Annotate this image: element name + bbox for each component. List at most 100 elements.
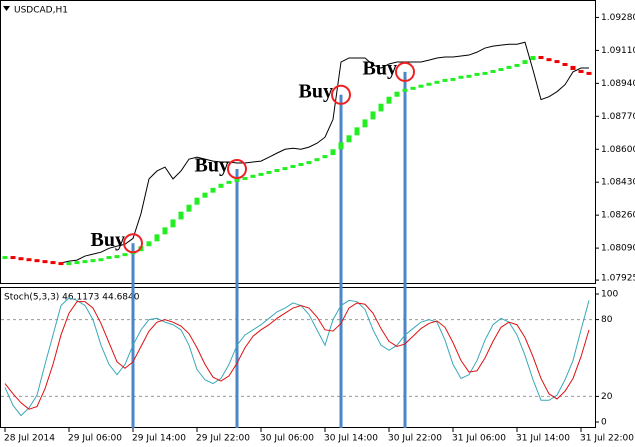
x-tick-label: 30 Jul 06:00 xyxy=(260,434,314,444)
x-tick-label: 29 Jul 14:00 xyxy=(132,434,186,444)
signal-label: Buy xyxy=(363,58,397,80)
stoch-line xyxy=(4,297,590,417)
candle xyxy=(466,74,472,78)
candle xyxy=(474,72,480,76)
candle xyxy=(402,88,408,92)
candle xyxy=(378,103,384,112)
candle xyxy=(226,180,232,184)
candle xyxy=(514,63,520,67)
candle xyxy=(282,167,288,171)
candle xyxy=(482,71,488,75)
candle xyxy=(258,172,264,176)
candle xyxy=(18,257,24,261)
candle xyxy=(450,77,456,81)
y-tick-label: 1.08430 xyxy=(601,178,635,188)
x-tick-label: 31 Jul 06:00 xyxy=(452,434,506,444)
signal-label: Buy xyxy=(195,155,229,177)
candle xyxy=(442,78,448,82)
envelope-line xyxy=(60,41,589,264)
candle xyxy=(10,256,16,260)
candle xyxy=(178,211,184,220)
candle xyxy=(330,149,336,156)
y-tick-label: 1.08090 xyxy=(601,244,635,254)
menu-arrow xyxy=(3,6,10,11)
y-tick-label: 1.07925 xyxy=(601,274,635,284)
candle xyxy=(562,62,568,66)
candle xyxy=(490,69,496,73)
candle xyxy=(66,262,72,266)
y-tick-label: 20 xyxy=(601,392,613,402)
candle xyxy=(146,241,152,247)
candle xyxy=(170,219,176,228)
candle xyxy=(106,256,112,260)
candle xyxy=(154,234,160,242)
candle xyxy=(250,174,256,178)
candle xyxy=(570,65,576,70)
candle xyxy=(98,258,104,262)
candle xyxy=(26,258,32,262)
x-tick-label: 30 Jul 22:00 xyxy=(388,434,442,444)
candle xyxy=(34,259,40,263)
candle xyxy=(354,127,360,136)
candle xyxy=(546,58,552,62)
x-tick-label: 31 Jul 14:00 xyxy=(516,434,570,444)
candle xyxy=(498,68,504,72)
candle xyxy=(522,60,528,64)
signal-circle xyxy=(331,84,351,105)
y-tick-label: 1.08260 xyxy=(601,211,635,221)
candle xyxy=(290,164,296,168)
candle xyxy=(306,161,312,165)
signal-circle xyxy=(227,159,247,180)
candle xyxy=(194,197,200,205)
y-tick-label: 1.09280 xyxy=(601,13,635,23)
candle xyxy=(266,170,272,174)
candle xyxy=(210,187,216,193)
candle xyxy=(114,255,120,259)
candle xyxy=(538,56,544,60)
candle xyxy=(274,169,280,173)
candle xyxy=(554,60,560,64)
candle xyxy=(90,259,96,263)
candle xyxy=(418,84,424,88)
candle xyxy=(338,142,344,150)
x-tick-label: 29 Jul 06:00 xyxy=(68,434,122,444)
candle xyxy=(122,253,128,257)
x-tick-label: 29 Jul 22:00 xyxy=(196,434,250,444)
candle xyxy=(82,260,88,264)
candle xyxy=(162,227,168,235)
candle xyxy=(386,96,392,104)
candle xyxy=(394,91,400,97)
y-tick-label: 0 xyxy=(601,418,607,428)
signal-label: Buy xyxy=(299,80,333,102)
stoch-title: Stoch(5,3,3) 46.1173 44.6840 xyxy=(4,293,140,303)
x-tick-label: 28 Jul 2014 xyxy=(4,434,55,444)
candle xyxy=(42,260,48,264)
x-tick-label: 30 Jul 14:00 xyxy=(324,434,378,444)
candle xyxy=(578,69,584,73)
x-tick-label: 31 Jul 22:00 xyxy=(580,434,634,444)
candle xyxy=(298,163,304,167)
candle xyxy=(2,256,8,260)
y-tick-label: 1.08770 xyxy=(601,112,635,122)
candle xyxy=(434,80,440,84)
candle xyxy=(58,262,64,266)
candle xyxy=(362,119,368,128)
signal-label: Buy xyxy=(91,229,125,251)
chart-title: USDCAD,H1 xyxy=(14,6,68,16)
candle xyxy=(50,261,56,265)
y-tick-label: 1.08600 xyxy=(601,145,635,155)
candle xyxy=(322,155,328,159)
candle xyxy=(506,65,512,69)
candle xyxy=(186,204,192,212)
candle xyxy=(586,71,592,75)
candle xyxy=(370,111,376,120)
candle xyxy=(530,56,536,61)
candle xyxy=(410,86,416,90)
candle xyxy=(242,176,248,180)
y-tick-label: 80 xyxy=(601,315,613,325)
stoch-frame xyxy=(0,287,596,428)
price-frame xyxy=(0,0,596,284)
y-tick-label: 1.09110 xyxy=(601,46,635,56)
